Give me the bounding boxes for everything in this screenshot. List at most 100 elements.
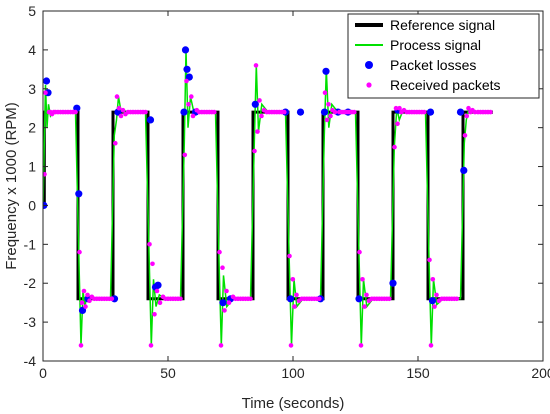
- received-packet-point: [184, 78, 189, 84]
- received-packet-point: [364, 292, 369, 298]
- received-packet-point: [85, 292, 90, 298]
- legend-reference-label: Reference signal: [390, 17, 495, 33]
- legend-received-label: Received packets: [390, 77, 501, 93]
- received-packet-point: [393, 105, 399, 111]
- packet-loss-point: [181, 46, 190, 54]
- received-packet-point: [182, 152, 188, 158]
- received-packet-point: [326, 102, 331, 107]
- received-packet-point: [78, 343, 84, 348]
- packet-loss-point: [183, 65, 191, 73]
- received-packet-point: [79, 300, 85, 306]
- received-packet-point: [222, 308, 227, 313]
- packet-loss-point: [355, 295, 363, 303]
- received-packet-point: [292, 304, 297, 309]
- y-tick-label: 0: [28, 197, 36, 213]
- packet-loss-point: [389, 279, 397, 287]
- received-packet-point: [220, 265, 225, 271]
- y-tick-label: -3: [24, 314, 37, 330]
- received-packet-point: [114, 94, 120, 99]
- packet-loss-point: [460, 166, 468, 174]
- received-packet-point: [113, 140, 118, 146]
- x-tick-label: 0: [39, 365, 47, 381]
- received-packet-point: [83, 304, 88, 309]
- received-packet-point: [395, 121, 400, 127]
- received-packet-point: [120, 107, 126, 113]
- legend-box: [347, 13, 540, 99]
- received-packet-point: [157, 300, 163, 306]
- received-packet-point: [358, 343, 364, 348]
- y-tick-label: 2: [28, 120, 36, 136]
- packet-loss-point: [78, 306, 87, 314]
- received-packet-point: [464, 113, 470, 119]
- packet-loss-point: [75, 190, 83, 198]
- received-packet-point: [178, 296, 183, 302]
- received-packet-point: [77, 249, 82, 255]
- received-packet-point: [428, 343, 434, 348]
- received-packet-point: [154, 288, 160, 294]
- y-tick-label: 5: [28, 3, 36, 19]
- packet-loss-point: [426, 108, 435, 116]
- x-tick-label: 50: [160, 365, 176, 381]
- received-packet-point: [226, 300, 232, 306]
- packet-loss-point: [251, 100, 259, 108]
- packet-loss-point: [322, 67, 330, 75]
- received-packet-point: [150, 261, 155, 267]
- received-packet-point: [43, 172, 47, 177]
- received-packet-point: [189, 94, 194, 99]
- x-tick-label: 100: [281, 365, 305, 381]
- y-tick-label: 3: [28, 81, 36, 97]
- x-axis-label: Time (seconds): [242, 395, 345, 412]
- legend: Reference signal Process signal Packet l…: [347, 13, 540, 99]
- received-packet-point: [259, 113, 264, 119]
- received-packet-point: [190, 113, 196, 119]
- ticks-layer: 0 50 100 150 200 -4 -3 -2 -1 0 1 2 3 4 5: [24, 3, 550, 381]
- received-packet-point: [147, 242, 152, 247]
- received-packet-point: [148, 343, 154, 348]
- received-packet-point: [217, 249, 222, 255]
- received-packet-point: [290, 277, 296, 282]
- legend-received-swatch: [366, 82, 372, 88]
- legend-losses-swatch: [365, 61, 373, 69]
- received-packet-point: [427, 257, 432, 263]
- received-packet-point: [322, 90, 328, 95]
- received-packet-point: [255, 129, 260, 134]
- received-packet-point: [73, 109, 78, 115]
- packet-loss-point: [154, 281, 162, 289]
- received-packet-point: [430, 277, 436, 282]
- received-packet-point: [143, 109, 148, 115]
- received-packet-point: [317, 296, 322, 302]
- received-packet-point: [109, 296, 115, 302]
- series-layer: [43, 46, 493, 348]
- received-packet-point: [288, 343, 294, 348]
- y-axis-label: Frequency x 1000 (RPM): [3, 102, 20, 270]
- received-packet-point: [118, 113, 124, 119]
- received-packet-point: [294, 292, 299, 298]
- packet-loss-point: [456, 108, 465, 116]
- received-packet-point: [432, 304, 437, 309]
- y-tick-label: -4: [24, 353, 37, 369]
- received-packet-point: [218, 343, 224, 348]
- packet-loss-point: [296, 108, 305, 116]
- received-packet-point: [287, 253, 292, 259]
- packet-loss-point: [43, 77, 51, 85]
- x-tick-label: 150: [406, 365, 430, 381]
- y-tick-label: 1: [28, 159, 36, 175]
- received-packet-point: [454, 296, 460, 302]
- received-packet-point: [462, 133, 468, 138]
- received-packet-point: [362, 304, 367, 309]
- received-packet-point: [324, 117, 330, 123]
- packet-loss-point: [180, 108, 188, 116]
- y-tick-label: 4: [28, 42, 36, 58]
- received-packet-point: [81, 288, 87, 294]
- received-packet-point: [253, 63, 259, 68]
- received-packet-point: [87, 298, 92, 304]
- packet-loss-point: [286, 295, 295, 303]
- y-tick-label: -2: [24, 275, 37, 291]
- received-packet-point: [257, 98, 262, 103]
- received-packet-point: [387, 296, 392, 302]
- received-packet-point: [397, 105, 402, 111]
- received-packet-point: [434, 292, 439, 298]
- received-packet-point: [352, 109, 357, 115]
- received-packet-point: [328, 113, 333, 119]
- received-packet-point: [360, 277, 365, 282]
